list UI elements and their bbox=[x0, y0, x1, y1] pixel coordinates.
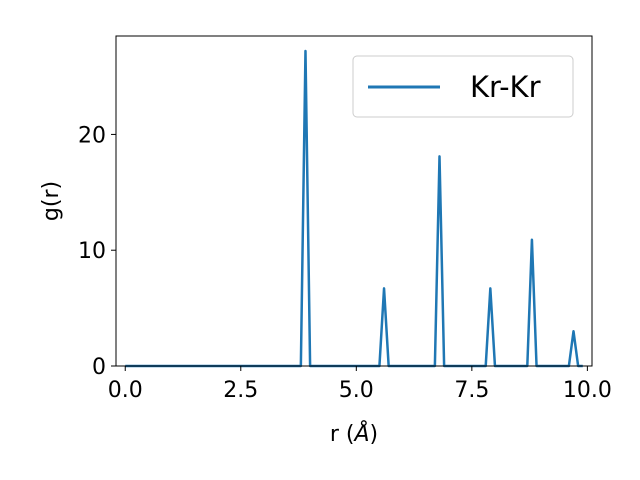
y-tick-label: 20 bbox=[78, 123, 106, 148]
x-axis-label: r (Å) bbox=[330, 420, 378, 447]
y-tick-label: 0 bbox=[92, 355, 106, 380]
x-tick-label: 5.0 bbox=[339, 378, 374, 403]
x-tick-label: 0.0 bbox=[108, 378, 143, 403]
legend-box bbox=[352, 55, 574, 118]
y-axis-label: g(r) bbox=[39, 181, 64, 221]
y-tick-label: 10 bbox=[78, 239, 106, 264]
y-ticks: 0 10 20 bbox=[78, 123, 116, 380]
x-ticks: 0.0 2.5 5.0 7.5 10.0 bbox=[108, 366, 612, 403]
x-tick-label: 7.5 bbox=[454, 378, 489, 403]
legend-label: Kr-Kr bbox=[470, 70, 541, 104]
legend: Kr-Kr bbox=[352, 55, 574, 118]
x-tick-label: 10.0 bbox=[563, 378, 612, 403]
axes-frame bbox=[115, 35, 593, 367]
x-tick-label: 2.5 bbox=[223, 378, 258, 403]
